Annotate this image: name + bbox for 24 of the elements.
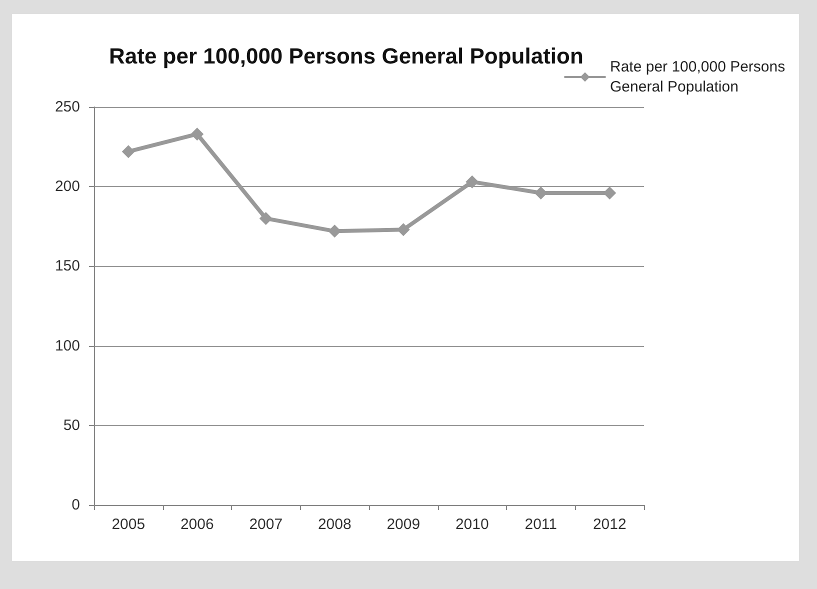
point bbox=[122, 145, 135, 158]
x-tick-label: 2012 bbox=[592, 516, 626, 533]
x-tick-label: 2009 bbox=[386, 516, 420, 533]
y-tick-label: 100 bbox=[54, 337, 80, 354]
y-tick-label: 200 bbox=[54, 178, 80, 196]
chart-title: Rate per 100,000 Persons General Population bbox=[109, 44, 584, 68]
x-tick-label: 2010 bbox=[455, 516, 489, 533]
y-tick-label: 250 bbox=[54, 98, 80, 116]
point bbox=[259, 212, 272, 225]
point bbox=[328, 224, 342, 238]
x-tick-label: 2007 bbox=[249, 516, 283, 533]
point bbox=[396, 223, 410, 236]
point bbox=[190, 128, 204, 141]
legend-label: Rate per 100,000 Persons General Population bbox=[610, 58, 790, 96]
y-tick-label: 150 bbox=[54, 258, 80, 275]
point bbox=[534, 186, 548, 200]
point bbox=[603, 186, 616, 200]
x-tick-label: 2006 bbox=[180, 516, 214, 533]
point bbox=[466, 175, 479, 188]
y-tick-label: 0 bbox=[72, 496, 80, 514]
x-tick-label: 2005 bbox=[112, 516, 146, 533]
x-tick-label: 2008 bbox=[318, 516, 352, 533]
y-tick-label: 50 bbox=[63, 416, 80, 434]
x-tick-label: 2011 bbox=[524, 516, 558, 533]
